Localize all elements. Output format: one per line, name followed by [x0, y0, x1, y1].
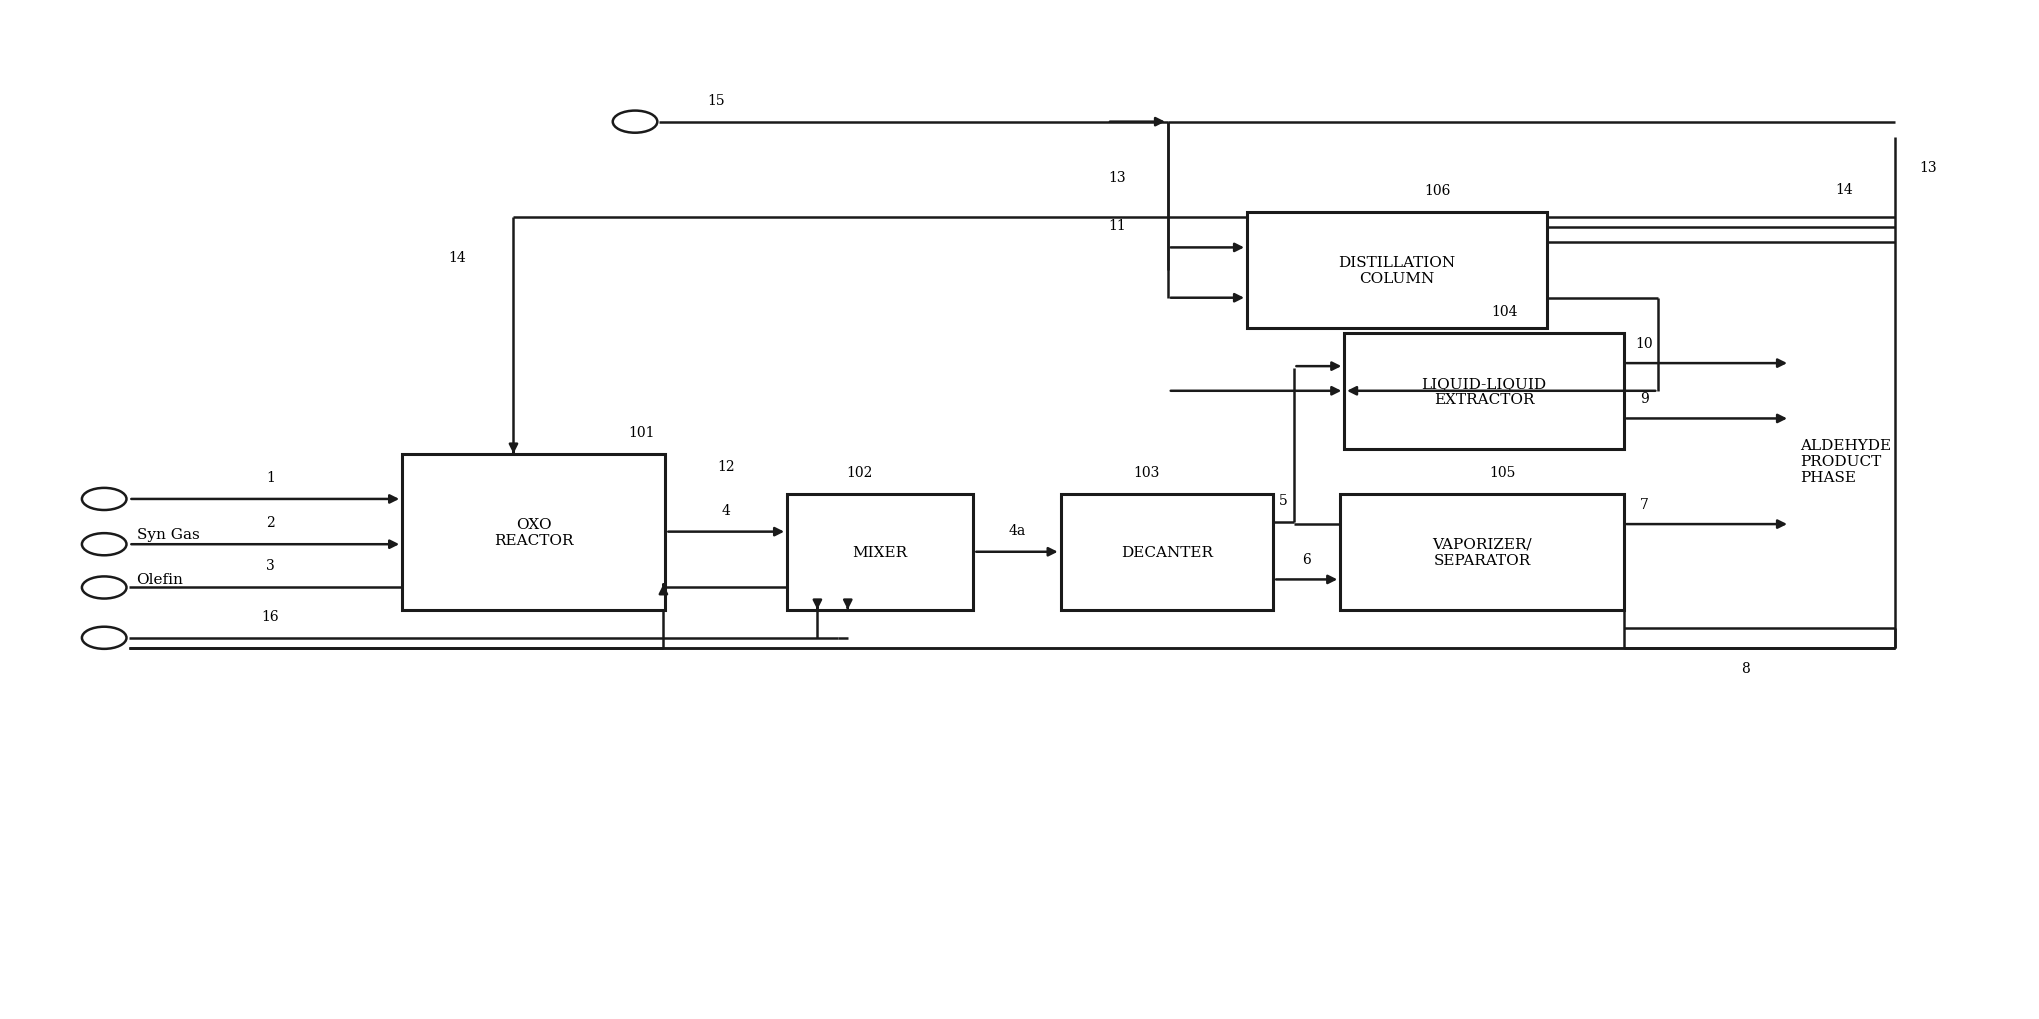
FancyBboxPatch shape [787, 494, 973, 610]
Text: 14: 14 [449, 252, 465, 265]
Text: 10: 10 [1635, 336, 1652, 351]
Text: OXO
REACTOR: OXO REACTOR [493, 517, 573, 547]
Text: 16: 16 [261, 609, 279, 623]
Text: ALDEHYDE
PRODUCT
PHASE: ALDEHYDE PRODUCT PHASE [1798, 438, 1890, 485]
Text: Syn Gas: Syn Gas [137, 528, 200, 541]
Text: 6: 6 [1301, 552, 1311, 567]
Text: DISTILLATION
COLUMN: DISTILLATION COLUMN [1338, 256, 1454, 286]
FancyBboxPatch shape [402, 454, 665, 610]
Text: 102: 102 [846, 466, 873, 479]
FancyBboxPatch shape [1344, 333, 1623, 449]
Text: 9: 9 [1639, 392, 1648, 406]
Text: 7: 7 [1639, 497, 1648, 512]
Text: 4a: 4a [1007, 523, 1026, 537]
Text: 101: 101 [628, 425, 655, 439]
Text: 13: 13 [1919, 161, 1937, 174]
Text: 13: 13 [1107, 171, 1126, 184]
Text: 8: 8 [1739, 661, 1749, 676]
FancyBboxPatch shape [1340, 494, 1623, 610]
Text: 106: 106 [1423, 183, 1450, 198]
Text: 2: 2 [265, 516, 275, 530]
Text: Olefin: Olefin [137, 573, 184, 587]
Text: DECANTER: DECANTER [1119, 545, 1213, 559]
Text: 105: 105 [1488, 466, 1515, 479]
FancyBboxPatch shape [1060, 494, 1272, 610]
Text: LIQUID-LIQUID
EXTRACTOR: LIQUID-LIQUID EXTRACTOR [1421, 376, 1546, 407]
Text: 103: 103 [1134, 466, 1160, 479]
Text: VAPORIZER/
SEPARATOR: VAPORIZER/ SEPARATOR [1431, 537, 1531, 568]
Text: MIXER: MIXER [852, 545, 907, 559]
Text: 15: 15 [708, 94, 724, 107]
FancyBboxPatch shape [1246, 213, 1546, 328]
Text: 1: 1 [265, 471, 275, 484]
Text: 11: 11 [1107, 219, 1126, 233]
Text: 14: 14 [1835, 182, 1853, 197]
Text: 5: 5 [1278, 493, 1287, 507]
Text: 104: 104 [1491, 305, 1517, 319]
Text: 4: 4 [722, 503, 730, 517]
Text: 12: 12 [718, 460, 734, 473]
Text: 3: 3 [265, 558, 275, 573]
